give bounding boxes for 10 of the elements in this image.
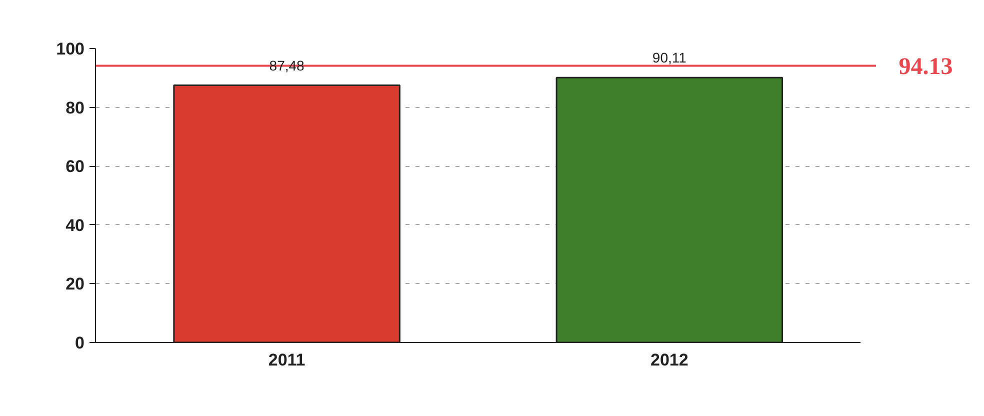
- data-label: 90,11: [652, 50, 687, 66]
- y-tick-label: 80: [66, 98, 85, 118]
- y-tick-label: 100: [56, 40, 85, 58]
- y-tick-label: 40: [66, 216, 85, 235]
- y-tick-label: 0: [75, 334, 85, 352]
- ref-line-label: 94.13: [898, 54, 953, 80]
- y-tick-label: 60: [66, 157, 85, 176]
- x-tick-label: 2011: [268, 350, 306, 370]
- y-tick-label: 20: [66, 274, 85, 294]
- x-tick-label: 2012: [650, 350, 688, 370]
